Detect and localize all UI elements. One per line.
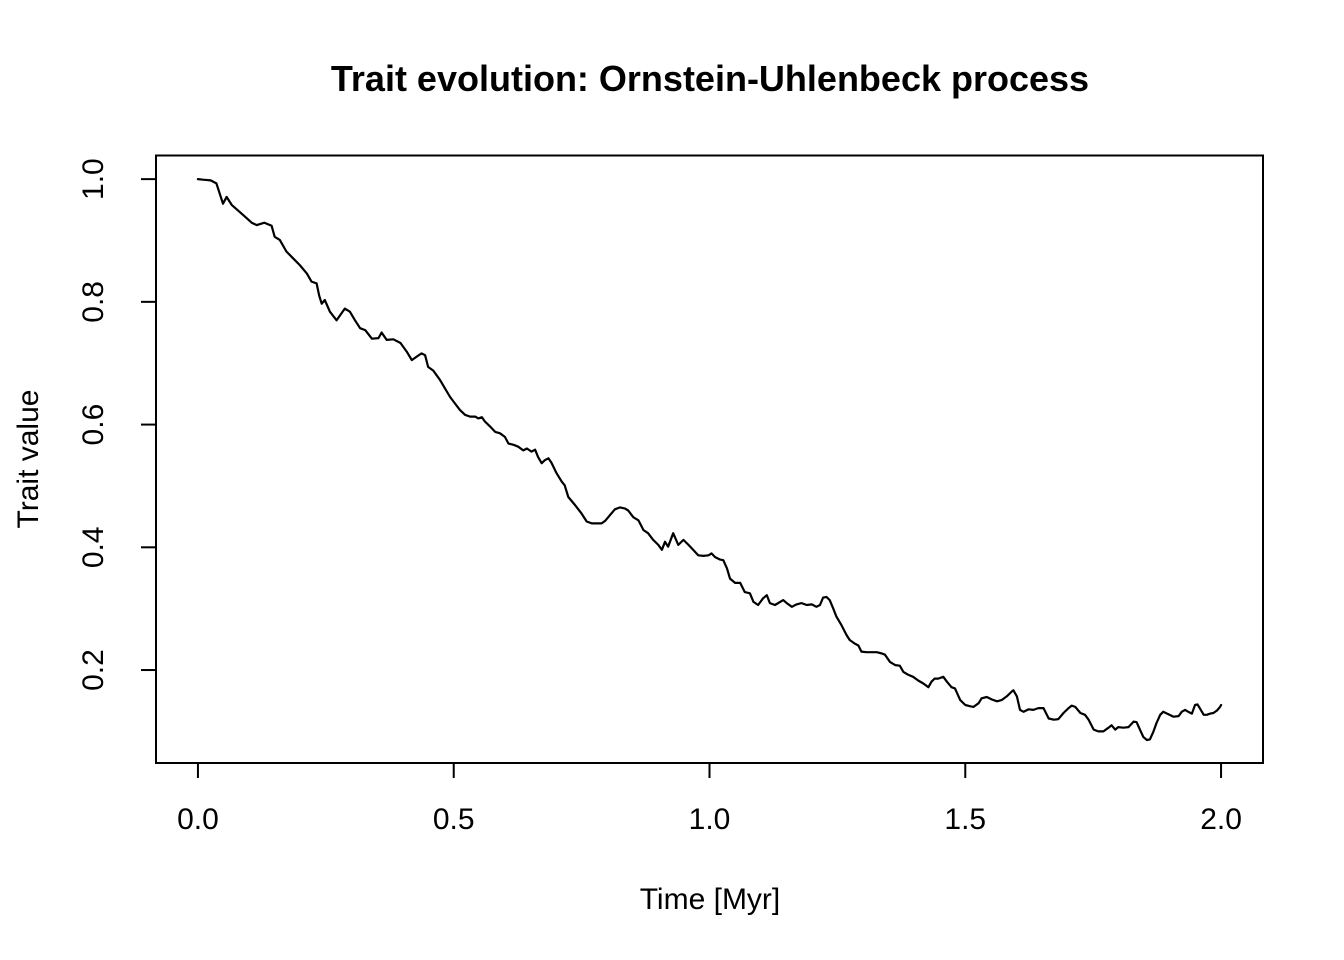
y-axis: 0.2 0.4 0.6 0.8 1.0 <box>77 158 156 691</box>
trait-evolution-line <box>196 178 1223 742</box>
x-tick-label: 1.5 <box>944 803 986 836</box>
y-axis-tick-labels: 0.2 0.4 0.6 0.8 1.0 <box>77 158 110 691</box>
chart-title: Trait evolution: Ornstein-Uhlenbeck proc… <box>331 58 1089 99</box>
y-tick-label: 0.4 <box>77 526 110 568</box>
plot-box <box>155 154 1264 764</box>
x-axis-ticks <box>196 763 1223 778</box>
x-tick-label: 0.0 <box>177 803 219 836</box>
y-tick-label: 0.8 <box>77 281 110 323</box>
y-axis-ticks <box>141 178 156 672</box>
y-tick-label: 1.0 <box>77 158 110 200</box>
x-tick-label: 1.0 <box>689 803 731 836</box>
x-tick-label: 2.0 <box>1200 803 1242 836</box>
x-axis-tick-labels: 0.0 0.5 1.0 1.5 2.0 <box>177 803 1242 836</box>
y-tick-label: 0.2 <box>77 649 110 691</box>
y-axis-label: Trait value <box>12 390 45 529</box>
x-tick-label: 0.5 <box>433 803 475 836</box>
y-tick-label: 0.6 <box>77 404 110 446</box>
x-axis-label: Time [Myr] <box>640 883 781 916</box>
x-axis: 0.0 0.5 1.0 1.5 2.0 <box>177 763 1242 836</box>
